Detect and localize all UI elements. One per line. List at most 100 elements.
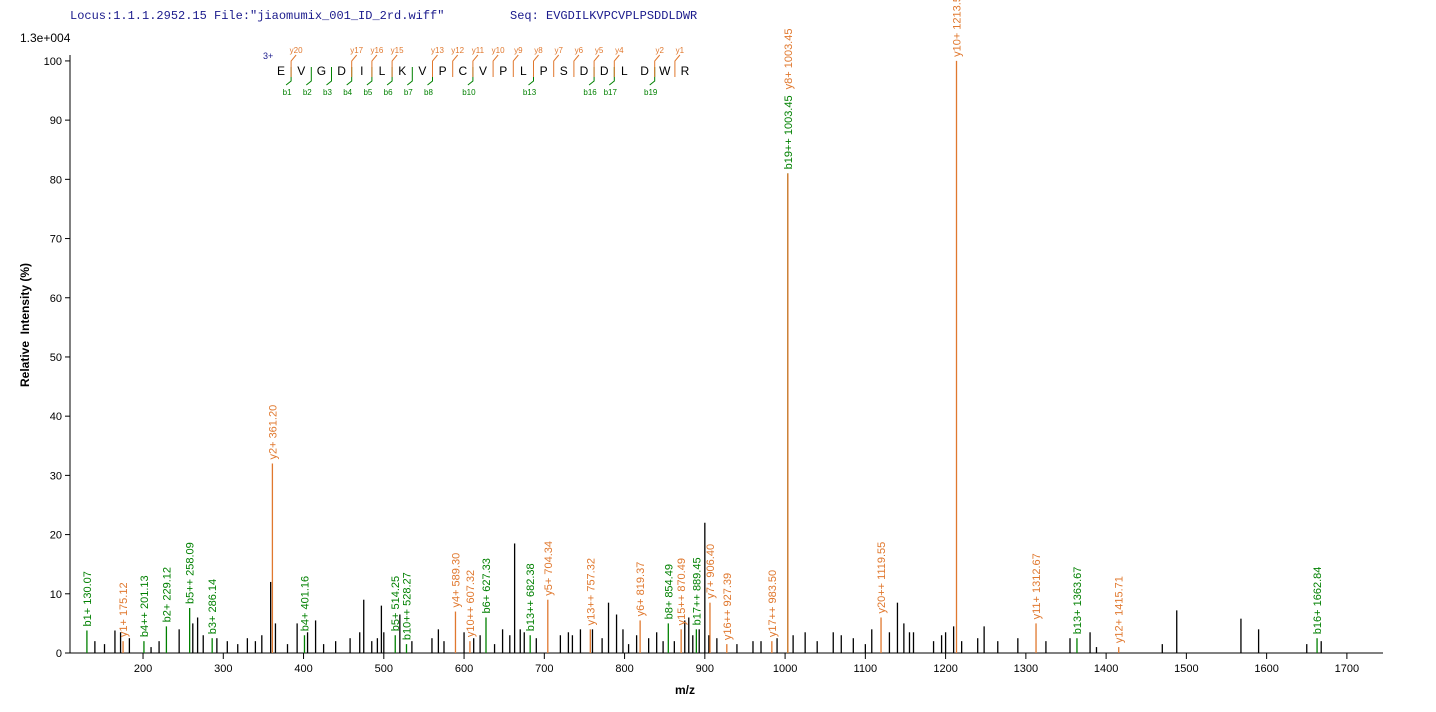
residue: L bbox=[621, 64, 628, 78]
b-ion-marker bbox=[427, 67, 433, 86]
residue: V bbox=[297, 64, 305, 78]
x-tick-label: 1700 bbox=[1335, 663, 1359, 675]
peak-label: y7+ 906.40 bbox=[705, 544, 717, 599]
b-ion-marker bbox=[326, 67, 332, 86]
y-ion-label: y11 bbox=[472, 46, 485, 55]
peak-label: b5++ 258.09 bbox=[185, 542, 197, 604]
y-ion-marker bbox=[290, 54, 297, 77]
b-ion-marker bbox=[285, 67, 292, 86]
residue: L bbox=[520, 64, 527, 78]
y-ion-label: y2 bbox=[655, 46, 664, 55]
y-ion-marker bbox=[391, 54, 398, 77]
b-ion-marker bbox=[467, 67, 474, 86]
y-ion-marker bbox=[573, 54, 580, 77]
sequence-info: Seq: EVGDILKVPCVPLPSDDLDWR bbox=[510, 9, 697, 23]
peak-label: b6+ 627.33 bbox=[481, 558, 493, 613]
peak-label: y20++ 1119.55 bbox=[876, 542, 888, 614]
peak-label: b1+ 130.07 bbox=[82, 571, 94, 626]
y-ion-label: y9 bbox=[514, 46, 523, 55]
b-ion-marker bbox=[588, 67, 595, 86]
peak-label: y13++ 757.32 bbox=[585, 558, 597, 625]
y-tick-label: 100 bbox=[44, 56, 62, 68]
residue: P bbox=[499, 64, 507, 78]
peak-label: y1+ 175.12 bbox=[118, 582, 130, 637]
y-ion-label: y8 bbox=[534, 46, 543, 55]
y-ion-label: y5 bbox=[595, 46, 604, 55]
peak-label: y4+ 589.30 bbox=[450, 553, 462, 608]
residue: K bbox=[398, 64, 406, 78]
y-tick-label: 40 bbox=[50, 411, 62, 423]
peak-label: b4+ 401.16 bbox=[299, 576, 311, 631]
b-ion-label: b16 bbox=[583, 88, 597, 97]
y-ion-label: y10 bbox=[492, 46, 505, 55]
y-ion-label: y1 bbox=[676, 46, 685, 55]
b-ion-label: b8 bbox=[424, 88, 433, 97]
y-tick-label: 90 bbox=[50, 115, 62, 127]
y-ion-marker bbox=[533, 54, 539, 77]
b-ion-marker bbox=[528, 67, 534, 86]
y-ion-label: y16 bbox=[370, 46, 383, 55]
residue: W bbox=[659, 64, 671, 78]
y-ion-marker bbox=[492, 54, 499, 77]
peak-label: y15++ 870.49 bbox=[676, 558, 688, 625]
peak-label: y12+ 1415.71 bbox=[1114, 576, 1126, 643]
peak-label: b8+ 854.49 bbox=[663, 564, 675, 619]
y-ion-label: y7 bbox=[554, 46, 563, 55]
y-ion-marker bbox=[593, 54, 600, 77]
x-tick-label: 1600 bbox=[1254, 663, 1278, 675]
peak-label: b19++ 1003.45 bbox=[783, 95, 795, 169]
x-tick-label: 700 bbox=[535, 663, 553, 675]
b-ion-label: b10 bbox=[462, 88, 476, 97]
b-ion-label: b5 bbox=[363, 88, 372, 97]
y-ion-marker bbox=[674, 54, 681, 77]
peak-label: b3+ 286.14 bbox=[207, 579, 219, 634]
y-ion-marker bbox=[371, 54, 378, 77]
charge-state: 3+ bbox=[263, 51, 273, 61]
locus-info: Locus:1.1.1.2952.15 File:"jiaomumix_001_… bbox=[70, 9, 444, 23]
residue: D bbox=[337, 64, 346, 78]
residue: D bbox=[640, 64, 649, 78]
b-ion-label: b4 bbox=[343, 88, 352, 97]
peak-label: y10+ 1213.58 bbox=[951, 0, 963, 57]
residue: G bbox=[317, 64, 326, 78]
y-axis-title: Relative Intensity (%) bbox=[18, 263, 32, 387]
y-ion-marker bbox=[432, 54, 438, 77]
x-tick-label: 1200 bbox=[933, 663, 957, 675]
peak-label: y11+ 1312.67 bbox=[1031, 553, 1043, 619]
x-tick-label: 200 bbox=[134, 663, 152, 675]
b-ion-label: b2 bbox=[303, 88, 312, 97]
b-ion-label: b7 bbox=[404, 88, 413, 97]
b-ion-label: b19 bbox=[644, 88, 658, 97]
peak-label: y5+ 704.34 bbox=[543, 541, 555, 596]
residue: L bbox=[379, 64, 386, 78]
b-ion-marker bbox=[649, 67, 656, 86]
y-ion-label: y13 bbox=[431, 46, 444, 55]
y-ion-marker bbox=[654, 54, 661, 77]
x-axis-title: m/z bbox=[675, 683, 695, 697]
peak-label: y10++ 607.32 bbox=[465, 570, 477, 637]
y-ion-label: y20 bbox=[290, 46, 303, 55]
b-ion-marker bbox=[608, 67, 615, 86]
y-tick-label: 50 bbox=[50, 352, 62, 364]
max-intensity: 1.3e+004 bbox=[20, 31, 71, 45]
x-tick-label: 1300 bbox=[1014, 663, 1038, 675]
peak-label: b17++ 889.45 bbox=[691, 557, 703, 625]
y-ion-marker bbox=[472, 54, 479, 77]
y-ion-marker bbox=[512, 54, 519, 77]
b-ion-label: b1 bbox=[283, 88, 292, 97]
y-ion-marker bbox=[553, 54, 560, 77]
peak-label: y8+ 1003.45 bbox=[783, 29, 795, 90]
b-ion-marker bbox=[406, 67, 413, 86]
y-ion-marker bbox=[452, 54, 459, 77]
b-ion-marker bbox=[386, 67, 393, 86]
y-tick-label: 80 bbox=[50, 174, 62, 186]
peak-label: b13++ 682.38 bbox=[525, 563, 537, 631]
residue: P bbox=[540, 64, 548, 78]
residue: V bbox=[418, 64, 426, 78]
x-tick-label: 800 bbox=[615, 663, 633, 675]
peak-label: b5+ 514.25 bbox=[390, 576, 402, 631]
peak-label: y6+ 819.37 bbox=[635, 562, 647, 617]
y-ion-label: y15 bbox=[391, 46, 404, 55]
peak-label: b4++ 201.13 bbox=[139, 575, 151, 637]
